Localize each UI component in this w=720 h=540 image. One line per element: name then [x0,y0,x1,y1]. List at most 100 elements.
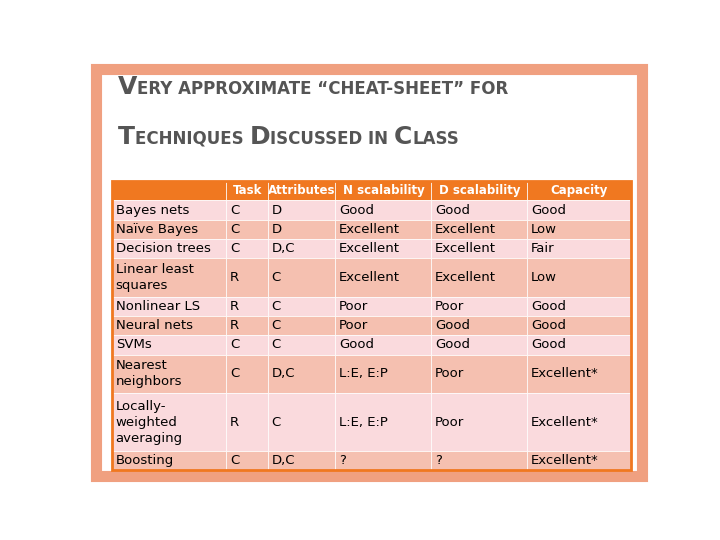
Text: R: R [230,416,239,429]
Text: ECHNIQUES: ECHNIQUES [135,130,249,148]
Bar [268,297,336,316]
Text: T: T [118,125,135,149]
Text: Bayes nets: Bayes nets [116,204,189,217]
Text: L:E, E:P: L:E, E:P [339,367,387,380]
Bar [227,297,268,316]
Text: D: D [271,204,282,217]
Text: Nearest
neighbors: Nearest neighbors [116,360,182,388]
Bar [112,181,227,200]
Bar [336,200,431,220]
Text: C: C [271,271,281,284]
Text: Excellent: Excellent [435,271,496,284]
Bar [528,258,631,297]
Bar [528,181,631,200]
Text: C: C [230,367,239,380]
Text: Low: Low [531,271,557,284]
Bar [528,393,631,451]
Bar [112,316,227,335]
Bar [528,297,631,316]
Bar [431,220,528,239]
Bar [227,220,268,239]
Bar [268,451,336,470]
Bar [227,451,268,470]
Text: Excellent*: Excellent* [531,367,598,380]
Text: Excellent*: Excellent* [531,454,598,467]
Bar [336,239,431,258]
Text: V: V [118,75,138,99]
Bar [431,181,528,200]
Text: R: R [230,319,239,332]
Text: ?: ? [435,454,441,467]
Text: C: C [271,339,281,352]
Bar [268,200,336,220]
Bar [431,316,528,335]
Text: Good: Good [531,204,566,217]
Text: D,C: D,C [271,242,295,255]
Bar [227,258,268,297]
Bar [268,355,336,393]
Text: Poor: Poor [435,367,464,380]
Text: Linear least
squares: Linear least squares [116,263,194,292]
Text: D: D [271,223,282,236]
Text: Excellent: Excellent [339,271,400,284]
Bar [336,335,431,355]
Text: Good: Good [435,339,470,352]
Bar [227,200,268,220]
Text: Good: Good [435,319,470,332]
Text: C: C [394,125,412,149]
Text: Task: Task [233,184,262,197]
Text: Good: Good [531,319,566,332]
Bar [431,355,528,393]
Bar [268,393,336,451]
Bar [336,451,431,470]
Text: C: C [230,204,239,217]
Text: Excellent: Excellent [339,223,400,236]
Text: D,C: D,C [271,367,295,380]
Bar [112,258,227,297]
Text: Attributes: Attributes [268,184,336,197]
Text: Excellent: Excellent [435,223,496,236]
Bar [227,316,268,335]
Text: Locally-
weighted
averaging: Locally- weighted averaging [116,400,183,444]
Text: D: D [249,125,270,149]
Text: C: C [230,242,239,255]
Text: Capacity: Capacity [551,184,608,197]
Bar [227,239,268,258]
Bar [268,258,336,297]
Bar [336,393,431,451]
Bar [268,316,336,335]
Bar [336,220,431,239]
Bar [227,355,268,393]
Text: ERY APPROXIMATE “CHEAT-SHEET” FOR: ERY APPROXIMATE “CHEAT-SHEET” FOR [138,80,508,98]
Bar [112,220,227,239]
Text: Good: Good [531,300,566,313]
Bar [112,393,227,451]
Text: Excellent: Excellent [435,242,496,255]
Bar [112,355,227,393]
Bar [227,335,268,355]
Bar [431,239,528,258]
Text: ?: ? [339,454,346,467]
Text: D,C: D,C [271,454,295,467]
Bar [431,393,528,451]
Text: Low: Low [531,223,557,236]
Text: C: C [230,339,239,352]
Bar [112,297,227,316]
Text: D scalability: D scalability [438,184,521,197]
Text: Good: Good [435,204,470,217]
Bar [528,355,631,393]
Bar [227,181,268,200]
Bar [528,451,631,470]
Text: Poor: Poor [339,319,368,332]
Text: Fair: Fair [531,242,554,255]
Text: Poor: Poor [339,300,368,313]
Text: Decision trees: Decision trees [116,242,210,255]
Bar [431,451,528,470]
Text: C: C [271,300,281,313]
Bar [112,181,631,470]
Text: C: C [230,454,239,467]
Bar [431,258,528,297]
Text: Good: Good [339,339,374,352]
Bar [336,355,431,393]
Text: C: C [271,416,281,429]
